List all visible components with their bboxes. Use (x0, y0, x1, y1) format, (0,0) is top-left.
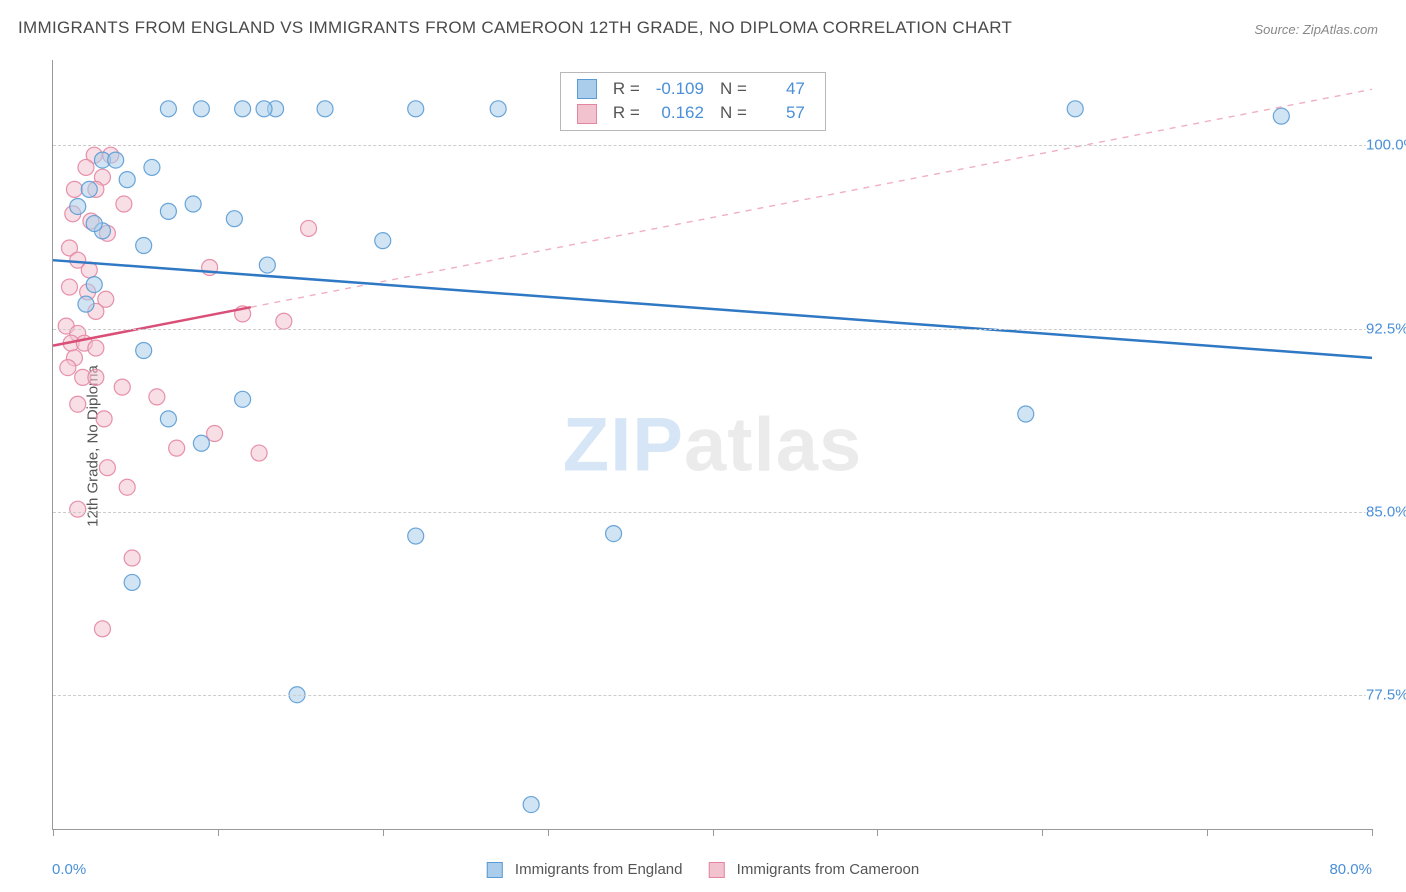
stat-n-value-england: 47 (755, 77, 813, 102)
plot-svg (53, 60, 1372, 829)
stat-n-value-cameroon: 57 (755, 101, 813, 126)
legend-swatch-england (487, 862, 503, 878)
gridline (53, 512, 1372, 513)
legend-item-cameroon: Immigrants from Cameroon (709, 861, 920, 878)
stat-swatch-england (577, 79, 597, 99)
stat-r-value-england: -0.109 (648, 77, 712, 102)
y-tick-label: 85.0% (1366, 503, 1406, 520)
y-tick-label: 77.5% (1366, 686, 1406, 703)
stat-r-label: R = (605, 101, 648, 126)
stat-n-label: N = (712, 77, 755, 102)
stat-swatch-cameroon (577, 104, 597, 124)
x-tick-mark (877, 829, 878, 836)
x-tick-mark (1207, 829, 1208, 836)
bottom-legend: Immigrants from England Immigrants from … (487, 861, 919, 878)
x-tick-mark (713, 829, 714, 836)
x-tick-mark (1372, 829, 1373, 836)
legend-item-england: Immigrants from England (487, 861, 683, 878)
x-axis-min-label: 0.0% (52, 861, 86, 878)
y-tick-label: 100.0% (1366, 137, 1406, 154)
x-axis-max-label: 80.0% (1329, 861, 1372, 878)
x-tick-mark (383, 829, 384, 836)
chart-title: IMMIGRANTS FROM ENGLAND VS IMMIGRANTS FR… (18, 18, 1012, 38)
x-tick-mark (548, 829, 549, 836)
stat-legend: R = -0.109 N = 47 R = 0.162 N = 57 (560, 72, 826, 131)
stat-row-cameroon: R = 0.162 N = 57 (569, 101, 813, 126)
gridline (53, 329, 1372, 330)
stat-r-label: R = (605, 77, 648, 102)
chart-source: Source: ZipAtlas.com (1254, 22, 1378, 37)
stat-row-england: R = -0.109 N = 47 (569, 77, 813, 102)
plot-area: ZIPatlas 100.0%92.5%85.0%77.5% (52, 60, 1372, 830)
x-tick-mark (1042, 829, 1043, 836)
stat-r-value-cameroon: 0.162 (648, 101, 712, 126)
stat-n-label: N = (712, 101, 755, 126)
gridline (53, 145, 1372, 146)
x-tick-mark (53, 829, 54, 836)
y-tick-label: 92.5% (1366, 320, 1406, 337)
x-tick-mark (218, 829, 219, 836)
legend-label-cameroon: Immigrants from Cameroon (737, 861, 920, 878)
legend-swatch-cameroon (709, 862, 725, 878)
legend-label-england: Immigrants from England (515, 861, 683, 878)
gridline (53, 695, 1372, 696)
